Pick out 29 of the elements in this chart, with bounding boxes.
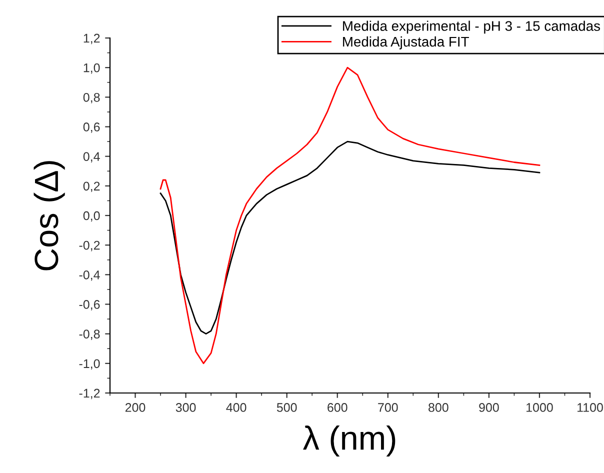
x-axis-title: λ (nm) — [303, 425, 396, 457]
x-tick-label: 400 — [226, 403, 246, 412]
y-axis-title: Cos (Δ) — [34, 161, 65, 270]
x-tick-label: 800 — [428, 403, 448, 412]
x-tick-label: 600 — [328, 403, 348, 412]
y-tick-label: -0,6 — [79, 300, 100, 310]
y-tick-label: 0,8 — [83, 92, 100, 104]
y-tick-label: -0,4 — [79, 270, 100, 281]
y-tick-label: -0,8 — [79, 330, 100, 340]
y-tick-label: 0,2 — [83, 182, 100, 192]
x-tick-label: 1000 — [526, 403, 553, 412]
x-tick-label: 1100 — [578, 403, 603, 412]
legend-label: Medida Ajustada FIT — [343, 36, 469, 50]
y-tick-label: 0,6 — [83, 122, 100, 133]
y-tick-label: 1,0 — [84, 63, 100, 74]
line-series — [160, 66, 540, 364]
y-tick-label: -0,2 — [79, 240, 100, 252]
y-tick-label: -1,0 — [79, 359, 100, 370]
y-tick-label: -1,2 — [79, 388, 100, 400]
y-tick-label: 0,4 — [83, 152, 100, 162]
x-tick-label: 700 — [378, 403, 398, 412]
x-tick-label: 200 — [125, 403, 146, 412]
line-series — [160, 140, 540, 335]
x-tick-label: 900 — [479, 403, 499, 412]
y-tick-label: 0,0 — [83, 211, 100, 222]
legend-label: Medida experimental - pH 3 - 15 camadas — [343, 20, 600, 34]
x-tick-label: 300 — [176, 403, 196, 412]
y-tick-label: 1,2 — [84, 34, 100, 44]
x-tick-label: 500 — [276, 403, 297, 412]
